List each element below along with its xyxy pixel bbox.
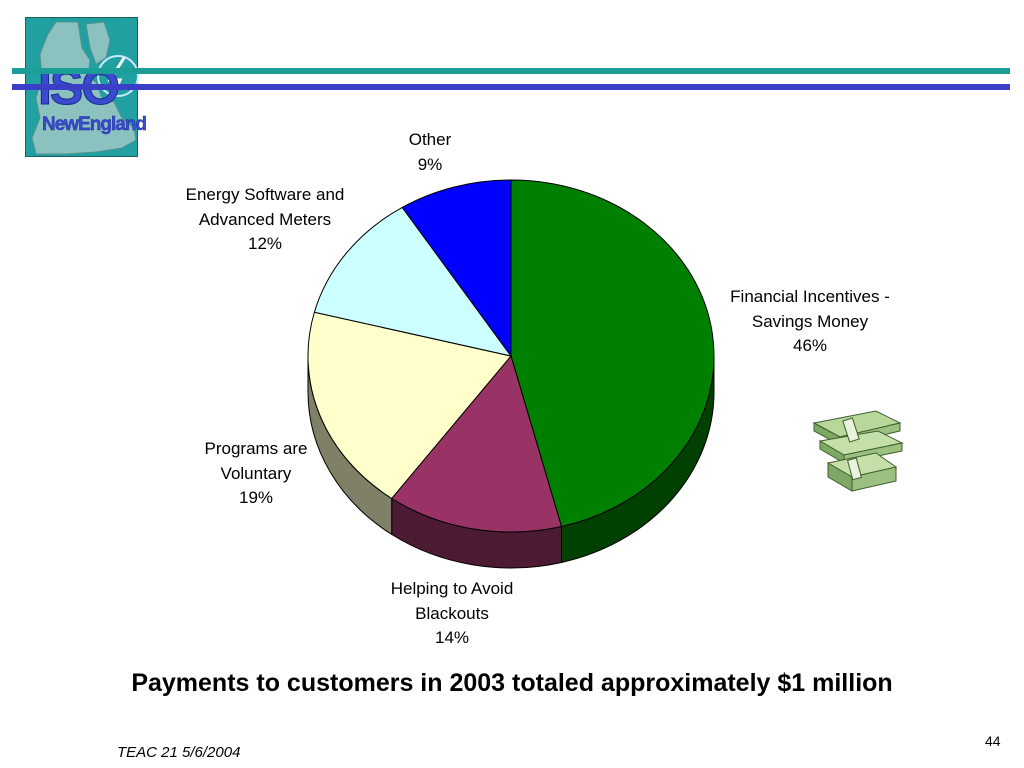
slice-label-4: Other 9% [380,128,480,177]
slice-label-3-line-1: Advanced Meters [198,209,332,229]
slice-value-4: 9% [417,154,443,174]
slice-value-1: 14% [434,628,470,647]
slice-value-2: 19% [238,488,274,507]
logo-new-england-text: NewEngland [42,114,147,135]
slice-label-0-line-1: Savings Money [751,311,869,331]
pie-slice-0 [510,179,715,528]
slice-label-1-line-0: Helping to Avoid [390,579,514,598]
slice-label-2-line-1: Voluntary [220,463,292,483]
slice-label-3-line-0: Energy Software and [185,185,345,204]
slice-label-4-line-0: Other [408,130,452,149]
slice-label-1: Helping to Avoid Blackouts 14% [372,577,532,651]
pie-slice-1 [390,354,563,533]
slice-value-0: 46% [792,336,828,355]
pie-slice-4 [401,179,512,358]
header-rule-teal [12,68,1010,74]
slice-label-0: Financial Incentives - Savings Money 46% [720,285,900,359]
slice-label-2: Programs are Voluntary 19% [186,437,326,511]
footer-text: TEAC 21 5/6/2004 [117,744,241,761]
slice-label-3: Energy Software and Advanced Meters 12% [150,183,380,257]
page-number: 44 [985,733,1001,749]
slice-value-3: 12% [247,234,283,253]
pie-slice-2 [307,311,512,500]
pie-side-walls [307,355,715,569]
slice-label-0-line-0: Financial Incentives - [730,287,890,306]
slice-label-2-line-0: Programs are [204,439,308,458]
pie-slice-3 [313,206,513,357]
header-rule-blue [12,84,1010,90]
chart-caption: Payments to customers in 2003 totaled ap… [131,669,893,697]
slice-label-1-line-1: Blackouts [415,603,489,623]
money-stack-icon [812,410,904,492]
